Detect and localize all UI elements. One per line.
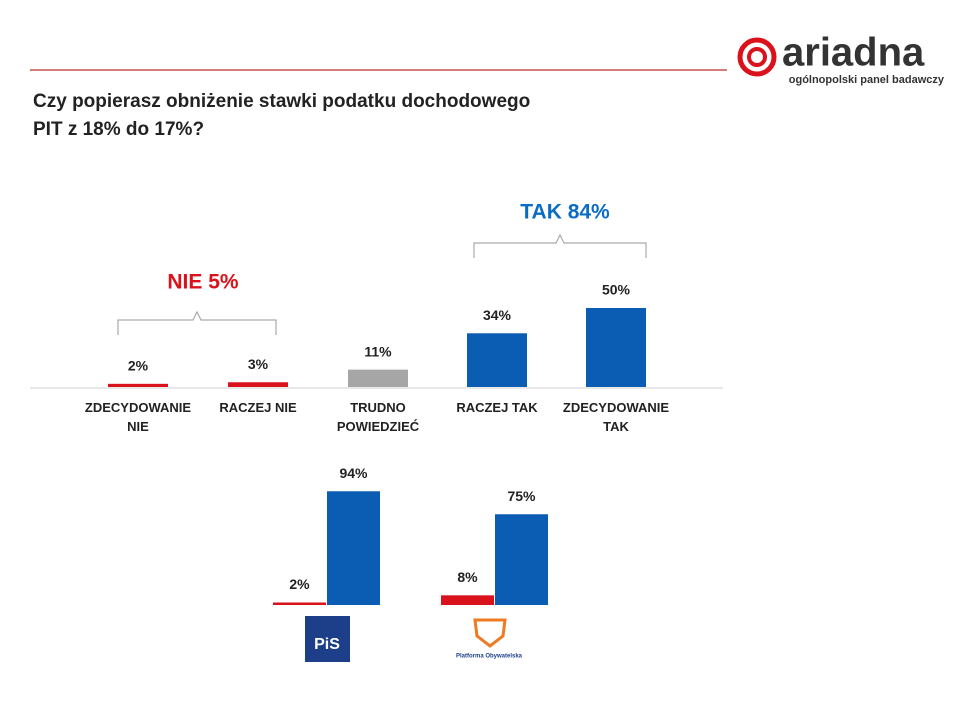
bar (467, 333, 527, 387)
bar (586, 308, 646, 387)
group-annotation: TAK 84% (520, 201, 610, 224)
title-line: Czy popierasz obniżenie stawki podatku d… (33, 91, 531, 112)
value-label: 75% (507, 488, 536, 504)
bar (228, 382, 288, 387)
bar (273, 602, 326, 605)
logo-tagline: ogólnopolski panel badawczy (789, 74, 945, 86)
value-label: 34% (483, 307, 512, 323)
value-label: 94% (339, 465, 368, 481)
bar (495, 514, 548, 605)
bar (327, 491, 380, 605)
bracket (473, 233, 647, 258)
value-label: 2% (128, 358, 149, 374)
x-tick-label: RACZEJ NIE (219, 400, 297, 415)
bar (441, 595, 494, 605)
bar (348, 369, 408, 387)
value-label: 2% (289, 576, 310, 592)
po-logo (473, 618, 507, 648)
logo-label: PiS (314, 636, 340, 653)
logo-label: Platforma Obywatelska (456, 654, 523, 660)
value-label: 3% (248, 356, 269, 372)
value-label: 11% (364, 343, 392, 359)
x-tick-label: TRUDNO POWIEDZIEĆ (336, 400, 420, 434)
value-label: 8% (457, 569, 478, 585)
x-tick-label: ZDECYDOWANIE NIE (84, 400, 192, 434)
bar (108, 383, 168, 387)
logo-text: ariadna (782, 31, 925, 75)
logo-icon (737, 37, 777, 77)
pis-logo (305, 616, 350, 662)
bracket (117, 310, 277, 335)
value-label: 50% (602, 282, 631, 298)
x-tick-label: ZDECYDOWANIE TAK (562, 400, 670, 434)
x-tick-label: RACZEJ TAK (456, 400, 538, 415)
group-annotation: NIE 5% (167, 271, 239, 294)
title-line: PIT z 18% do 17%? (33, 119, 205, 140)
